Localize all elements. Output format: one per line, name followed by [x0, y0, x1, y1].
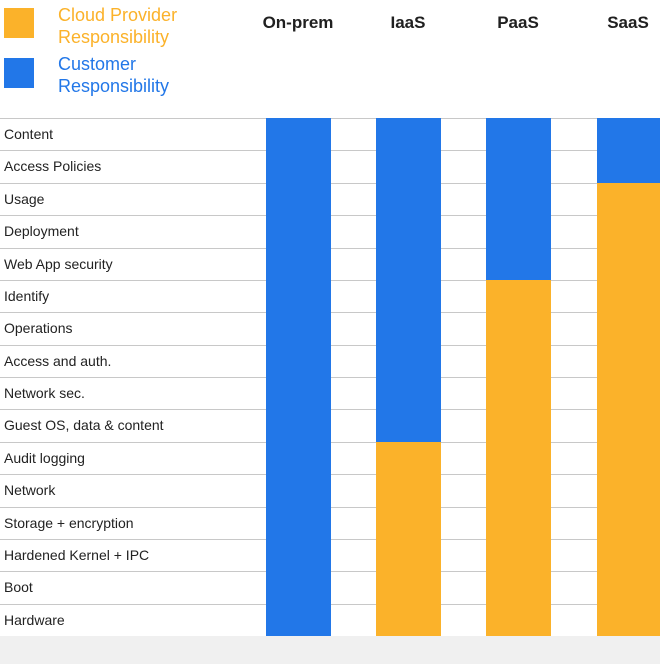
provider-bar-saas — [597, 182, 660, 636]
row-label-deployment: Deployment — [4, 223, 79, 239]
row-label-content: Content — [4, 126, 54, 142]
row-label-guest-os-data-content: Guest OS, data & content — [4, 417, 164, 433]
provider-bar-iaas — [376, 441, 441, 636]
row-label-hardened-kernel-ipc: Hardened Kernel + IPC — [4, 547, 150, 563]
provider-legend-line1: Cloud Provider — [58, 5, 178, 25]
row-label-storage-encryption: Storage + encryption — [4, 515, 134, 531]
bottom-band — [0, 636, 660, 664]
customer-legend-swatch — [4, 58, 34, 88]
provider-legend-label: Cloud Provider Responsibility — [58, 4, 177, 48]
customer-bar-iaas — [376, 118, 441, 442]
row-label-operations: Operations — [4, 320, 73, 336]
row-label-access-policies: Access Policies — [4, 158, 102, 174]
customer-legend-line2: Responsibility — [58, 76, 170, 96]
row-label-network-sec: Network sec. — [4, 385, 85, 401]
customer-legend-line1: Customer — [58, 54, 137, 74]
provider-legend-line2: Responsibility — [58, 27, 170, 47]
row-label-web-app-security: Web App security — [4, 256, 113, 272]
row-label-boot: Boot — [4, 579, 33, 595]
column-header-paas: PaaS — [497, 13, 539, 32]
row-label-usage: Usage — [4, 191, 45, 207]
row-label-identify: Identify — [4, 288, 50, 304]
row-label-audit-logging: Audit logging — [4, 450, 85, 466]
customer-legend-label: Customer Responsibility — [58, 53, 169, 97]
customer-bar-paas — [486, 118, 551, 280]
customer-bar-on-prem — [266, 118, 331, 636]
customer-bar-saas — [597, 118, 660, 183]
provider-legend-swatch — [4, 8, 34, 38]
provider-bar-paas — [486, 279, 551, 636]
column-header-on-prem: On-prem — [262, 13, 334, 32]
row-label-network: Network — [4, 482, 56, 498]
row-label-access-and-auth: Access and auth. — [4, 353, 112, 369]
column-header-saas: SaaS — [607, 13, 649, 32]
column-header-iaas: IaaS — [390, 13, 426, 32]
row-label-hardware: Hardware — [4, 612, 65, 628]
